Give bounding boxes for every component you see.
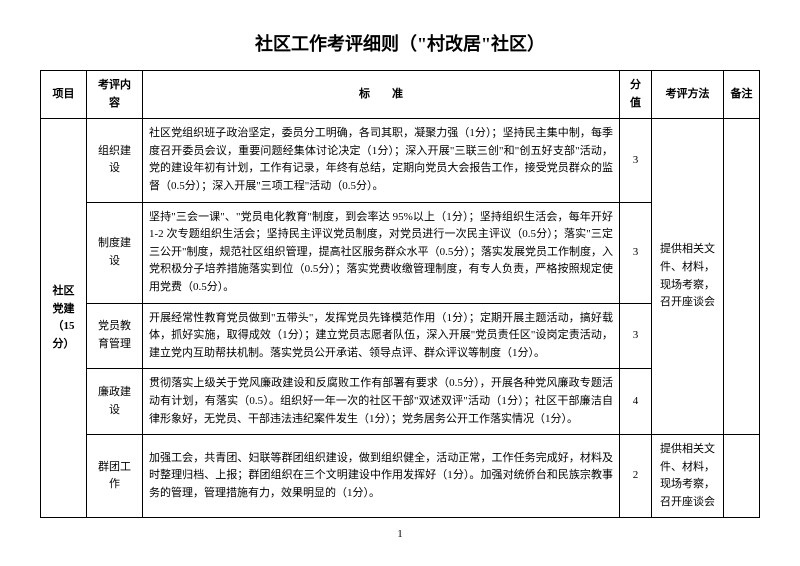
score-cell: 3 <box>620 202 652 303</box>
standard-cell: 坚持"三会一课"、"党员电化教育"制度，到会率达 95%以上（1分）；坚持组织生… <box>143 202 620 303</box>
table-row: 社区 党建 （15分） 组织建设 社区党组织班子政治坚定，委员分工明确，各司其职… <box>41 119 760 202</box>
score-cell: 2 <box>620 435 652 518</box>
method-cell: 提供相关文件、材料，现场考察，召开座谈会 <box>652 119 724 435</box>
score-cell: 4 <box>620 369 652 435</box>
table-header-row: 项目 考评内容 标 准 分值 考评方法 备注 <box>41 71 760 119</box>
header-content: 考评内容 <box>87 71 143 119</box>
score-cell: 3 <box>620 303 652 369</box>
content-cell: 群团工作 <box>87 435 143 518</box>
score-cell: 3 <box>620 119 652 202</box>
standard-cell: 开展经常性教育党员做到"五带头"，发挥党员先锋模范作用（1分）；定期开展主题活动… <box>143 303 620 369</box>
standard-cell: 贯彻落实上级关于党风廉政建设和反腐败工作有部署有要求（0.5分），开展各种党风廉… <box>143 369 620 435</box>
header-standard: 标 准 <box>143 71 620 119</box>
evaluation-table: 项目 考评内容 标 准 分值 考评方法 备注 社区 党建 （15分） 组织建设 … <box>40 70 760 518</box>
header-project: 项目 <box>41 71 87 119</box>
header-score: 分值 <box>620 71 652 119</box>
header-remark: 备注 <box>724 71 760 119</box>
page-number: 1 <box>40 528 760 540</box>
content-cell: 党员教育管理 <box>87 303 143 369</box>
content-cell: 廉政建设 <box>87 369 143 435</box>
standard-cell: 加强工会，共青团、妇联等群团组织建设，做到组织健全，活动正常，工作任务完成好，材… <box>143 435 620 518</box>
content-cell: 制度建设 <box>87 202 143 303</box>
remark-cell <box>724 435 760 518</box>
method-cell: 提供相关文件、材料，现场考察，召开座谈会 <box>652 435 724 518</box>
header-method: 考评方法 <box>652 71 724 119</box>
page-title: 社区工作考评细则（"村改居"社区） <box>40 30 760 56</box>
standard-cell: 社区党组织班子政治坚定，委员分工明确，各司其职，凝聚力强（1分）；坚持民主集中制… <box>143 119 620 202</box>
table-row: 群团工作 加强工会，共青团、妇联等群团组织建设，做到组织健全，活动正常，工作任务… <box>41 435 760 518</box>
content-cell: 组织建设 <box>87 119 143 202</box>
project-cell: 社区 党建 （15分） <box>41 119 87 518</box>
remark-cell <box>724 119 760 435</box>
